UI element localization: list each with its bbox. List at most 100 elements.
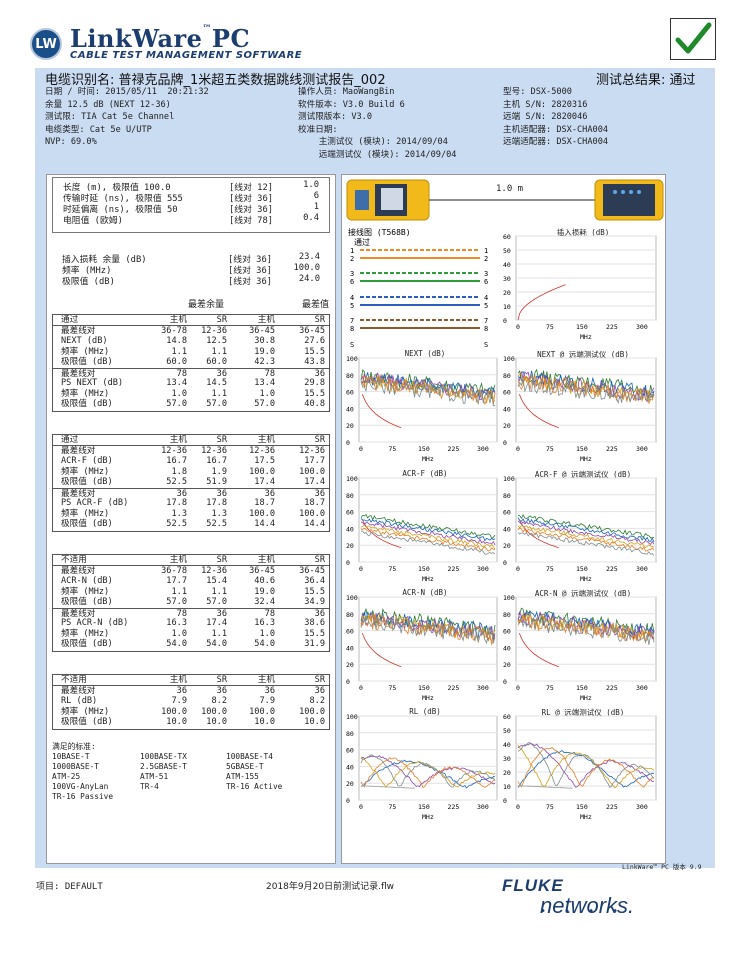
result-value: 12-36 <box>201 565 227 576</box>
result-value: 57.0 <box>254 399 275 409</box>
chart-panel: NEXT (dB) 100 80 60 40 20 0 0 75 150 225 300 MHz <box>345 348 505 466</box>
result-value: SR <box>314 315 325 325</box>
result-row: ACR-F (dB) 16.7 16.7 17.5 17.7 <box>53 456 329 467</box>
result-value: 32.4 <box>254 597 275 607</box>
y-tick-label: 80 <box>346 611 354 619</box>
result-value: 29.8 <box>304 378 325 388</box>
result-value: 1.3 <box>171 508 187 519</box>
chart-series-line <box>517 520 655 545</box>
result-value: 36 <box>314 685 325 696</box>
result-label: 不适用 <box>61 555 87 565</box>
x-tick-label: 75 <box>389 445 397 453</box>
result-row: PS ACR-F (dB) 17.8 17.8 18.7 18.7 <box>53 498 329 509</box>
result-value: 1.1 <box>171 346 187 357</box>
chart-series-line <box>360 513 496 539</box>
result-label: 极限值 (dB) <box>61 597 113 607</box>
result-row: 频率 (MHz) 100.0 100.0 100.0 100.0 <box>53 707 329 718</box>
result-value: 60.0 <box>206 357 227 367</box>
result-value: 100.0 <box>299 466 325 477</box>
result-row: 频率 (MHz) 1.8 1.9 100.0 100.0 <box>53 467 329 478</box>
summary-label: 电阻值 (欧姆) <box>63 216 123 226</box>
y-tick-label: 0 <box>346 439 350 447</box>
info-line: 远端 S/N: 2820046 <box>503 112 588 122</box>
standard-item <box>226 792 316 802</box>
result-value: 40.8 <box>304 399 325 409</box>
wiremap-pin-right: 5 <box>484 302 488 310</box>
result-row: 频率 (MHz) 1.3 1.3 100.0 100.0 <box>53 509 329 520</box>
result-value: 30.8 <box>254 336 275 346</box>
result-value: 1.1 <box>211 628 227 639</box>
summary-value: 100.0 <box>293 263 320 273</box>
chart-panel: ACR-N @ 远端测试仪 (dB) 100 80 60 40 20 0 0 75 150 225 3… <box>502 587 664 705</box>
result-row: 极限值 (dB) 52.5 51.9 17.4 17.4 <box>53 477 329 488</box>
result-value: 17.4 <box>206 618 227 628</box>
y-tick-label: 80 <box>346 492 354 500</box>
summary-value: 0.4 <box>303 213 319 223</box>
x-tick-label: 150 <box>418 445 430 453</box>
x-tick-label: 300 <box>477 445 489 453</box>
result-value: 主机 <box>169 435 187 445</box>
link-length: 1.0 m <box>496 184 524 194</box>
result-value: 100.0 <box>201 706 227 717</box>
x-axis-label: MHz <box>422 455 434 463</box>
info-column-1: 日期 / 时间: 2015/05/11 20:21:32 余量 12.5 dB (… <box>45 86 209 149</box>
y-tick-label: 40 <box>503 644 511 652</box>
x-tick-label: 300 <box>636 323 648 331</box>
y-tick-label: 60 <box>346 628 354 636</box>
x-tick-label: 0 <box>516 565 520 573</box>
x-tick-label: 75 <box>546 445 554 453</box>
y-tick-label: 60 <box>503 389 511 397</box>
result-label: 最差线对 <box>61 685 96 696</box>
worst-margin-label: 最差余量 <box>188 300 225 310</box>
result-value: 36-45 <box>299 565 325 576</box>
chart-panel: RL (dB) 100 80 60 40 20 0 0 75 150 225 300 MHz <box>345 706 505 824</box>
info-line: 操作人员: MaoWangBin <box>298 87 395 97</box>
result-label: ACR-N (dB) <box>61 576 113 586</box>
result-label: 不适用 <box>61 675 87 685</box>
result-value: 36-45 <box>249 325 275 336</box>
info-line: 型号: DSX-5000 <box>503 87 572 97</box>
x-tick-label: 150 <box>418 684 430 692</box>
result-value: 54.0 <box>254 639 275 649</box>
x-tick-label: 225 <box>448 445 460 453</box>
x-tick-label: 0 <box>516 684 520 692</box>
x-tick-label: 225 <box>448 803 460 811</box>
chart-series-line <box>360 521 496 546</box>
result-value: 15.5 <box>304 586 325 597</box>
y-tick-label: 30 <box>503 275 511 283</box>
result-label: 极限值 (dB) <box>61 477 113 487</box>
x-tick-label: 225 <box>606 445 618 453</box>
summary-label: 极限值 (dB) <box>62 277 115 287</box>
result-value: 17.7 <box>304 456 325 466</box>
result-value: 1.1 <box>211 388 227 399</box>
wiremap-pin-right: 3 <box>484 270 488 278</box>
y-tick-label: 10 <box>503 783 511 791</box>
result-value: 36 <box>176 488 187 499</box>
result-label: 最差线对 <box>61 325 96 336</box>
wiremap-pin-left: 6 <box>350 278 354 286</box>
chart-title: NEXT @ 远端测试仪 (dB) <box>537 350 629 359</box>
wiremap-pin-right: 4 <box>484 294 488 302</box>
info-line: 主机 S/N: 2820316 <box>503 99 588 110</box>
wiremap-pin-right: 6 <box>484 278 488 286</box>
result-label: PS ACR-N (dB) <box>61 618 129 628</box>
result-value: 1.0 <box>259 628 275 639</box>
y-tick-label: 100 <box>503 594 515 602</box>
x-axis-label: MHz <box>422 575 434 583</box>
chart-panel: ACR-N (dB) 100 80 60 40 20 0 0 75 150 225 300 MHz <box>345 587 505 705</box>
wiremap-pin-left: 4 <box>350 294 354 302</box>
y-tick-label: 0 <box>503 317 507 325</box>
result-value: 34.9 <box>304 597 325 607</box>
result-value: 17.4 <box>254 477 275 487</box>
x-axis-label: MHz <box>580 333 592 341</box>
summary-pair: [线对 36] <box>229 205 274 215</box>
result-value: 15.4 <box>206 576 227 586</box>
chart-series-line <box>360 755 496 788</box>
y-tick-label: 80 <box>503 372 511 380</box>
y-tick-label: 40 <box>503 525 511 533</box>
result-value: 36-45 <box>299 325 325 336</box>
y-tick-label: 80 <box>503 492 511 500</box>
result-label: 极限值 (dB) <box>61 519 113 529</box>
wiremap-pin-left: 7 <box>350 317 354 325</box>
result-value: 16.3 <box>254 618 275 628</box>
